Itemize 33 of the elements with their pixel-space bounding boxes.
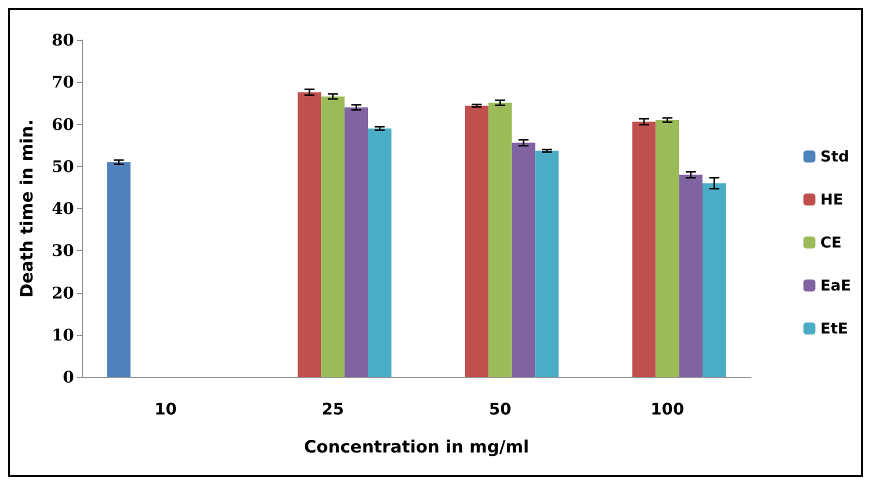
y-tick-label: 30	[52, 241, 74, 260]
x-tick-label: 100	[650, 400, 684, 418]
y-tick-label: 10	[52, 325, 74, 344]
legend-label: HE	[820, 190, 844, 208]
bar	[656, 120, 680, 377]
y-tick-label: 20	[52, 283, 74, 302]
bar	[298, 92, 322, 377]
bar	[512, 142, 536, 377]
y-tick-label: 40	[52, 199, 74, 218]
x-tick-label: 50	[488, 400, 512, 418]
x-tick-label: 25	[322, 400, 344, 418]
legend-label: EtE	[820, 320, 848, 338]
legend-label: Std	[820, 148, 850, 166]
x-axis-title: Concentration in mg/ml	[304, 438, 530, 458]
y-tick-label: 70	[52, 72, 74, 92]
y-axis-title: Death time in min.	[18, 119, 38, 298]
y-tick-label: 60	[52, 114, 74, 134]
bar	[368, 128, 392, 377]
legend-label: CE	[820, 234, 842, 252]
bar	[107, 162, 131, 377]
y-tick-label: 50	[52, 156, 74, 176]
bar	[702, 183, 726, 377]
bar	[488, 102, 512, 377]
y-tick-label: 0	[62, 368, 74, 386]
bar	[632, 122, 656, 377]
bar	[535, 150, 559, 377]
legend-label: EaE	[820, 276, 852, 294]
bar	[344, 107, 368, 377]
x-tick-label: 10	[154, 400, 177, 418]
bar	[679, 174, 702, 377]
bar	[321, 96, 345, 377]
y-tick-label: 80	[52, 30, 74, 50]
bar	[465, 106, 488, 377]
